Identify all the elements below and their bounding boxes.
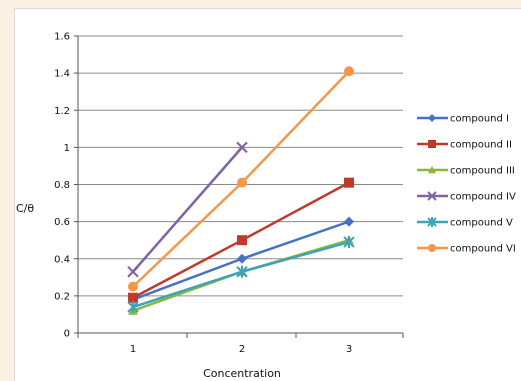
y-axis-label: C/θ — [16, 202, 34, 215]
legend-entry: compound I — [417, 114, 509, 125]
legend-entry: compound IV — [417, 192, 516, 203]
legend-entry: compound V — [417, 217, 513, 229]
legend-entry: compound II — [417, 140, 512, 151]
data-point — [128, 282, 138, 292]
legend-label: compound VI — [450, 244, 516, 255]
legend: compound I compound II compound III compoun… — [417, 114, 516, 255]
data-point — [237, 235, 247, 245]
series-group — [128, 66, 354, 314]
data-point — [128, 267, 138, 277]
legend-label: compound IV — [450, 192, 516, 203]
x-axis-label: Concentration — [203, 367, 281, 380]
y-tick-label: 0 — [64, 329, 70, 340]
y-tick-label: 1.4 — [54, 69, 70, 80]
y-tick-label: 1.2 — [54, 106, 70, 117]
data-point — [428, 244, 436, 252]
data-point — [428, 140, 436, 148]
data-point — [344, 66, 354, 76]
legend-label: compound II — [450, 140, 512, 151]
y-tick-label: 1 — [64, 143, 70, 154]
series-4 — [128, 142, 247, 276]
y-tick-labels: 0 0.2 0.4 0.6 0.8 1 1.2 1.4 1.6 — [54, 32, 70, 340]
data-point — [344, 178, 354, 188]
legend-entry: compound VI — [417, 244, 516, 255]
data-point — [428, 114, 436, 122]
legend-label: compound I — [450, 114, 509, 125]
y-tick-label: 0.8 — [54, 180, 70, 191]
data-point — [237, 254, 247, 264]
series-line — [133, 147, 242, 271]
data-point — [237, 178, 247, 188]
x-tick-label: 2 — [239, 344, 245, 355]
x-tick-labels: 1 2 3 — [130, 344, 352, 355]
y-tick-label: 0.4 — [54, 254, 70, 265]
legend-label: compound V — [450, 218, 513, 229]
legend-entry: compound III — [417, 166, 515, 177]
y-tick-label: 0.2 — [54, 291, 70, 302]
x-tick-label: 1 — [130, 344, 136, 355]
y-tick-label: 0.6 — [54, 217, 70, 228]
data-point — [344, 217, 354, 227]
x-tick-label: 3 — [346, 344, 352, 355]
y-tick-label: 1.6 — [54, 32, 70, 43]
legend-label: compound III — [450, 166, 515, 177]
